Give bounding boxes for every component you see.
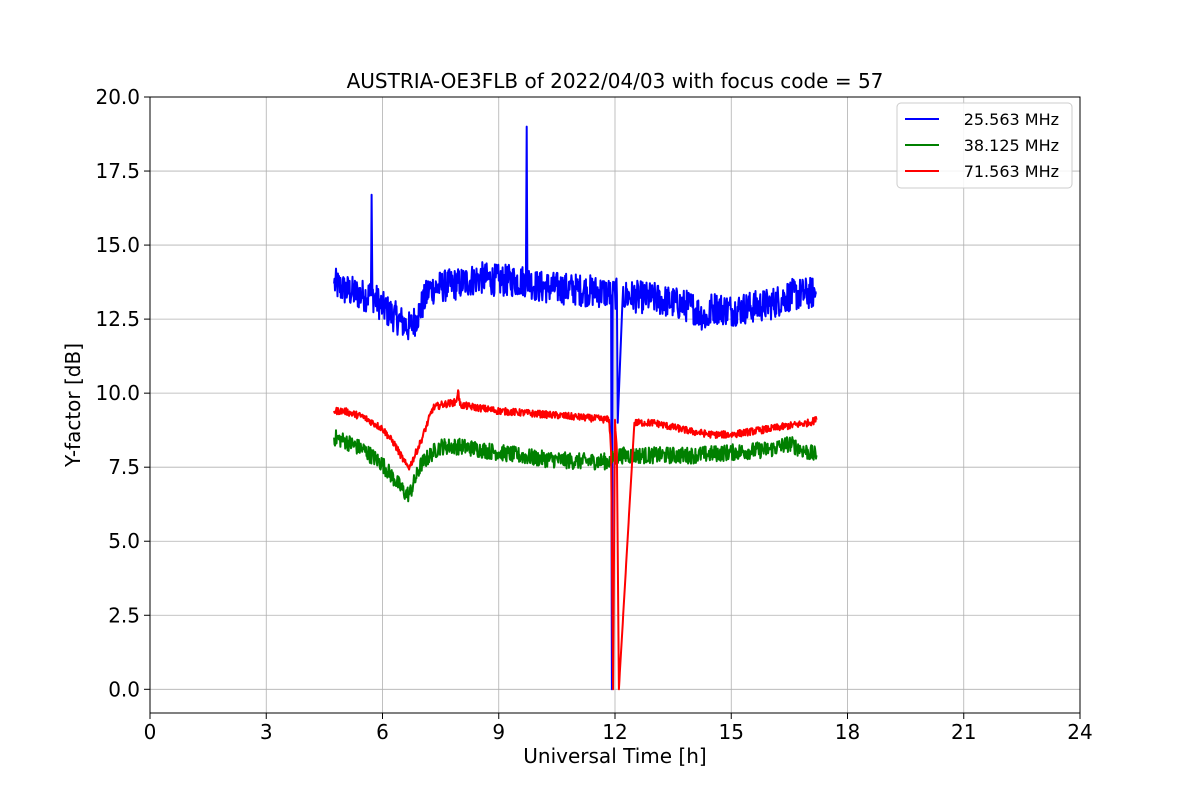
x-tick-label: 6 bbox=[376, 720, 389, 744]
x-axis-ticks: 0 3 6 9 12 15 18 21 24 bbox=[144, 713, 1093, 744]
x-tick-label: 0 bbox=[144, 720, 157, 744]
y-axis-ticks: 0.0 2.5 5.0 7.5 10.0 12.5 15.0 17.5 20.0 bbox=[95, 85, 150, 701]
y-tick-label: 10.0 bbox=[95, 381, 140, 405]
x-tick-label: 21 bbox=[951, 720, 976, 744]
x-tick-label: 12 bbox=[602, 720, 627, 744]
series-layer bbox=[333, 125, 818, 691]
y-tick-label: 0.0 bbox=[108, 677, 140, 701]
x-tick-label: 3 bbox=[260, 720, 273, 744]
y-tick-label: 17.5 bbox=[95, 159, 140, 183]
x-axis-label: Universal Time [h] bbox=[523, 744, 706, 768]
legend-label: 25.563 MHz bbox=[964, 110, 1059, 129]
y-axis-label: Y-factor [dB] bbox=[61, 343, 85, 468]
series-line-3 bbox=[333, 389, 818, 691]
y-tick-label: 2.5 bbox=[108, 603, 140, 627]
chart-title: AUSTRIA-OE3FLB of 2022/04/03 with focus … bbox=[347, 69, 884, 93]
series-line-1 bbox=[333, 125, 817, 691]
series-line-2 bbox=[333, 429, 818, 503]
legend-box bbox=[896, 102, 1073, 189]
y-tick-label: 20.0 bbox=[95, 85, 140, 109]
y-tick-label: 5.0 bbox=[108, 529, 140, 553]
x-tick-label: 18 bbox=[835, 720, 860, 744]
y-tick-label: 15.0 bbox=[95, 233, 140, 257]
legend: 25.563 MHz 38.125 MHz 71.563 MHz bbox=[896, 102, 1073, 189]
legend-label: 71.563 MHz bbox=[964, 162, 1059, 181]
y-tick-label: 12.5 bbox=[95, 307, 140, 331]
y-tick-label: 7.5 bbox=[108, 455, 140, 479]
x-tick-label: 24 bbox=[1067, 720, 1092, 744]
legend-label: 38.125 MHz bbox=[964, 136, 1059, 155]
x-tick-label: 15 bbox=[719, 720, 744, 744]
x-tick-label: 9 bbox=[492, 720, 505, 744]
